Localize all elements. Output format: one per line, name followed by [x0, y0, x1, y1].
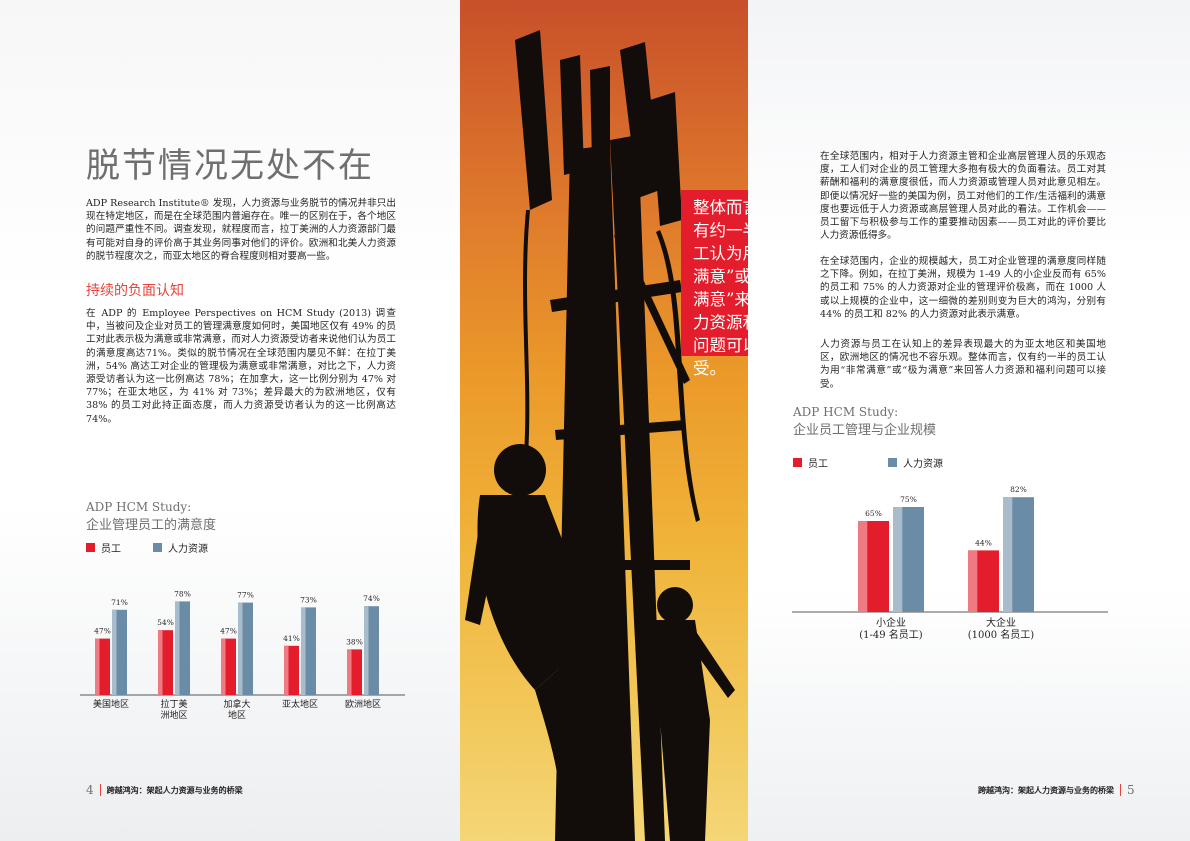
chart2-title: ADP HCM Study: — [793, 405, 899, 419]
intro-paragraph: ADP Research Institute® 发现，人力资源与业务脱节的情况并… — [86, 198, 396, 262]
category-label-4: 欧洲地区 — [345, 698, 381, 710]
data-label-employee-1: 54% — [157, 618, 174, 627]
category-label-line: 加拿大 — [223, 698, 250, 710]
footer-text-left: 跨越鸿沟：架起人力资源与业务的桥梁 — [106, 784, 243, 795]
bar-shade-hr-0 — [893, 507, 903, 612]
legend-hr-label: 人力资源 — [168, 544, 208, 555]
category-label-3: 亚太地区 — [282, 698, 318, 710]
category-label-line: 大企业 — [986, 616, 1016, 629]
data-label-hr-0: 71% — [111, 598, 128, 607]
data-label-employee-1: 44% — [975, 538, 992, 547]
category-label-line: 地区 — [228, 709, 246, 721]
bar-shade-employee-0 — [95, 638, 100, 695]
bar-shade-employee-2 — [221, 638, 226, 695]
data-label-hr-3: 73% — [300, 595, 317, 604]
left-page — [0, 0, 460, 841]
chart1-title: ADP HCM Study: — [86, 500, 192, 514]
section-paragraph: 在 ADP 的 Employee Perspectives on HCM Stu… — [86, 308, 396, 425]
page-number-left: 4 — [86, 783, 94, 797]
category-label-0: 美国地区 — [93, 698, 129, 710]
legend-swatch-employee — [86, 543, 95, 552]
data-label-hr-4: 74% — [363, 594, 380, 603]
category-label-line: (1000 名员工) — [968, 628, 1035, 641]
bar-shade-hr-3 — [301, 607, 306, 695]
legend2-swatch-hr — [888, 458, 897, 467]
legend2-swatch-employee — [793, 458, 802, 467]
chart1-subtitle: 企业管理员工的满意度 — [86, 518, 217, 533]
bar-shade-employee-3 — [284, 645, 289, 695]
page-number-right: 5 — [1127, 783, 1135, 797]
footer-text-right: 跨越鸿沟：架起人力资源与业务的桥梁 — [978, 784, 1114, 795]
tower-silhouette-image — [465, 30, 735, 841]
legend-hr: 人力资源 — [153, 540, 208, 555]
footer-right: 跨越鸿沟：架起人力资源与业务的桥梁 5 — [978, 783, 1135, 797]
data-label-hr-2: 77% — [237, 591, 254, 600]
page-title: 脱节情况无处不在 — [86, 146, 374, 186]
bar-shade-hr-1 — [175, 601, 180, 695]
category-label-2: 加拿大地区 — [223, 698, 250, 721]
data-label-hr-1: 78% — [174, 589, 191, 598]
category-label-1: 大企业(1000 名员工) — [968, 616, 1035, 641]
category-label-line: 亚太地区 — [282, 698, 318, 710]
legend2-employee: 员工 — [793, 455, 828, 470]
footer-separator-right — [1120, 784, 1121, 796]
category-label-line: 欧洲地区 — [345, 698, 381, 710]
category-label-line: 拉丁美 — [160, 698, 187, 710]
category-label-1: 拉丁美洲地区 — [160, 698, 187, 721]
category-label-0: 小企业(1-49 名员工) — [859, 616, 923, 641]
legend-employee-label: 员工 — [101, 544, 121, 555]
data-label-employee-3: 41% — [283, 634, 300, 643]
data-label-hr-0: 75% — [900, 495, 917, 504]
data-label-employee-2: 47% — [220, 627, 237, 636]
right-paragraph-1: 在全球范围内，相对于人力资源主管和企业高层管理人员的乐观态度，工人们对企业的员工… — [820, 151, 1106, 242]
category-label-line: (1-49 名员工) — [859, 628, 923, 641]
legend2-employee-label: 员工 — [808, 459, 828, 470]
bar-shade-employee-1 — [968, 550, 978, 612]
bar-shade-hr-0 — [112, 609, 117, 695]
data-label-employee-4: 38% — [346, 637, 363, 646]
category-label-line: 小企业 — [876, 616, 906, 629]
data-label-employee-0: 65% — [865, 509, 882, 518]
chart2-legend: 员工 人力资源 — [793, 455, 943, 470]
chart1-region-satisfaction: 47% 71% 美国地区 54% 78% 拉丁美洲地区 47% 77% 加拿大地区 41% 73% 亚… — [80, 589, 405, 721]
bar-shade-hr-1 — [1003, 497, 1013, 612]
bar-shade-employee-4 — [347, 649, 352, 695]
right-paragraph-3: 人力资源与员工在认知上的差异表现最大的为亚太地区和美国地区，欧洲地区的情况也不容… — [820, 339, 1106, 390]
category-label-line: 洲地区 — [160, 709, 187, 721]
footer-separator-left — [99, 784, 101, 796]
bar-shade-hr-2 — [238, 602, 243, 695]
bar-shade-employee-1 — [158, 630, 163, 695]
category-label-line: 美国地区 — [93, 698, 129, 710]
legend2-hr-label: 人力资源 — [903, 459, 943, 470]
chart2-company-size: 65% 75% 小企业(1-49 名员工) 44% 82% 大企业(1000 名员工) — [792, 485, 1108, 641]
chart1-legend: 员工 人力资源 — [86, 540, 208, 555]
tower-worker-photo — [460, 0, 748, 841]
legend-employee: 员工 — [86, 540, 121, 555]
legend-swatch-hr — [153, 543, 162, 552]
data-label-employee-0: 47% — [94, 627, 111, 636]
bar-shade-hr-4 — [364, 606, 369, 695]
chart2-subtitle: 企业员工管理与企业规模 — [793, 423, 937, 438]
footer-left: 4 跨越鸿沟：架起人力资源与业务的桥梁 — [86, 783, 243, 797]
legend2-hr: 人力资源 — [888, 455, 943, 470]
bar-shade-employee-0 — [858, 521, 868, 612]
right-page — [748, 0, 1190, 841]
data-label-hr-1: 82% — [1010, 485, 1027, 494]
right-paragraph-2: 在全球范围内，企业的规模越大，员工对企业管理的满意度同样随之下降。例如，在拉丁美… — [820, 256, 1106, 320]
section-heading: 持续的负面认知 — [86, 283, 184, 299]
